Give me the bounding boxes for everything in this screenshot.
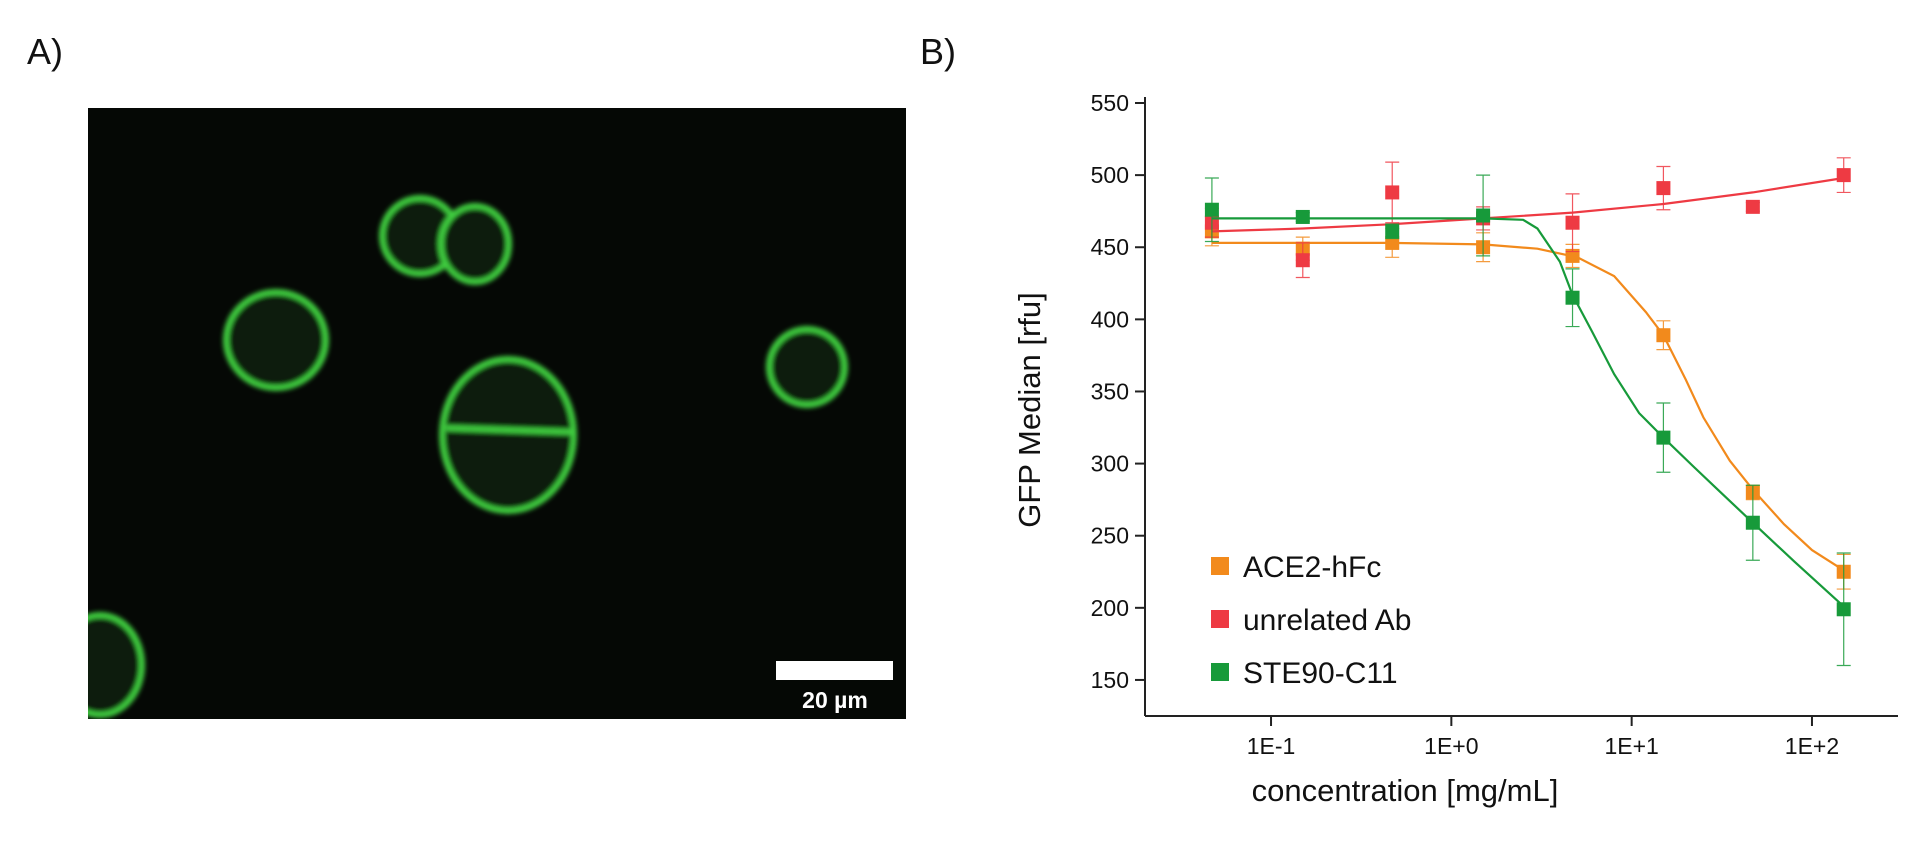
y-tick-label: 400 [1091, 306, 1129, 332]
data-point [1295, 209, 1310, 224]
data-point [1836, 602, 1851, 617]
data-point [1656, 430, 1671, 445]
x-axis-label: concentration [mg/mL] [1252, 773, 1559, 808]
cell [766, 326, 848, 408]
y-tick-label: 500 [1091, 162, 1129, 188]
data-point [1565, 290, 1580, 305]
fit-line [1211, 176, 1844, 233]
data-point [1656, 181, 1671, 196]
legend-label: ACE2-hFc [1243, 551, 1381, 584]
cell [439, 356, 577, 514]
legend-swatch [1211, 610, 1229, 628]
fit-line [1211, 241, 1845, 572]
y-tick-label: 200 [1091, 595, 1129, 621]
cells [88, 195, 848, 718]
y-tick-label: 350 [1091, 378, 1129, 404]
panel-label: A) [27, 31, 63, 72]
scale-bar [776, 661, 893, 680]
data-point [1385, 235, 1400, 250]
y-tick-label: 450 [1091, 234, 1129, 260]
y-tick-label: 150 [1091, 667, 1129, 693]
x-tick-label: 1E-1 [1247, 733, 1296, 759]
plot: 150 200 250 300 350 400 450 500 550 1E-1 1E+0 1E+1 1… [1091, 90, 1898, 759]
fit-line [1211, 217, 1845, 608]
data-point [1565, 215, 1580, 230]
x-tick-label: 1E+0 [1424, 733, 1478, 759]
legend-swatch [1211, 663, 1229, 681]
data-point [1836, 168, 1851, 183]
y-tick-label: 300 [1091, 451, 1129, 477]
panel-label: B) [920, 31, 956, 72]
x-tick-label: 1E+2 [1785, 733, 1839, 759]
legend-swatch [1211, 557, 1229, 575]
y-tick-label: 550 [1091, 90, 1129, 116]
cell [88, 612, 145, 718]
data-point [1565, 248, 1580, 263]
data-point [1385, 185, 1400, 200]
x-tick-label: 1E+1 [1604, 733, 1658, 759]
cell [438, 203, 512, 285]
legend-label: unrelated Ab [1243, 604, 1411, 637]
data-point [1295, 253, 1310, 268]
data-point [1745, 199, 1760, 214]
y-axis-label: GFP Median [rfu] [1012, 292, 1047, 527]
data-point [1656, 328, 1671, 343]
data-point [1204, 202, 1219, 217]
scale-bar-label: 20 µm [802, 687, 868, 713]
cell [223, 289, 329, 391]
cell-division [445, 425, 573, 435]
data-point [1385, 224, 1400, 239]
legend-label: STE90-C11 [1243, 657, 1398, 690]
y-tick-label: 250 [1091, 523, 1129, 549]
data-point [1476, 208, 1491, 223]
data-point [1745, 515, 1760, 530]
